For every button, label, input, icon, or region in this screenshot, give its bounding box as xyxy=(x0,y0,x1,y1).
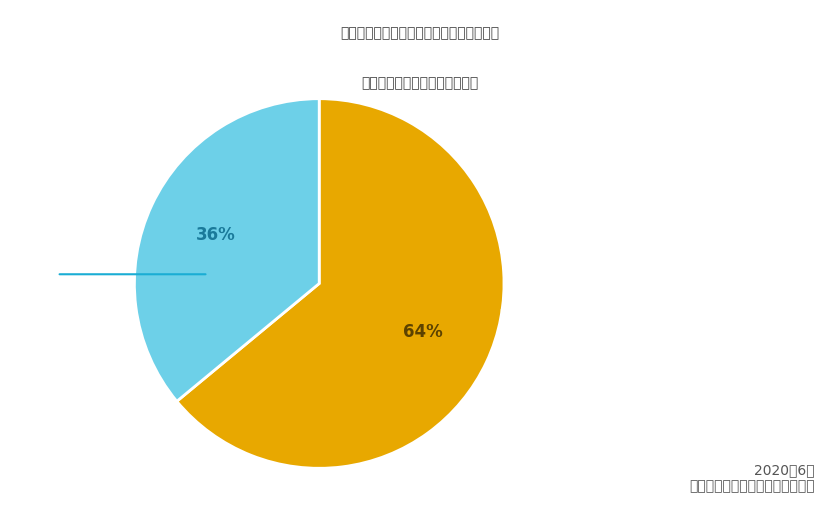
Text: （64%）: （64%） xyxy=(499,308,547,322)
Text: 影響なし: 影響なし xyxy=(66,289,98,303)
Text: 就職活動に影響はありましたか: 就職活動に影響はありましたか xyxy=(361,76,479,90)
Wedge shape xyxy=(176,99,504,468)
Text: （36%）: （36%） xyxy=(58,316,106,330)
Text: 64%: 64% xyxy=(403,323,443,341)
Text: 2020年6月
（株）ＣＢホールディングス調べ: 2020年6月 （株）ＣＢホールディングス調べ xyxy=(689,463,815,494)
Text: 新型コロナウイルス感染症の拡大を受けて: 新型コロナウイルス感染症の拡大を受けて xyxy=(340,26,500,40)
Text: 36%: 36% xyxy=(196,226,235,244)
Text: 影響あり: 影響あり xyxy=(507,281,539,295)
Wedge shape xyxy=(134,99,319,401)
